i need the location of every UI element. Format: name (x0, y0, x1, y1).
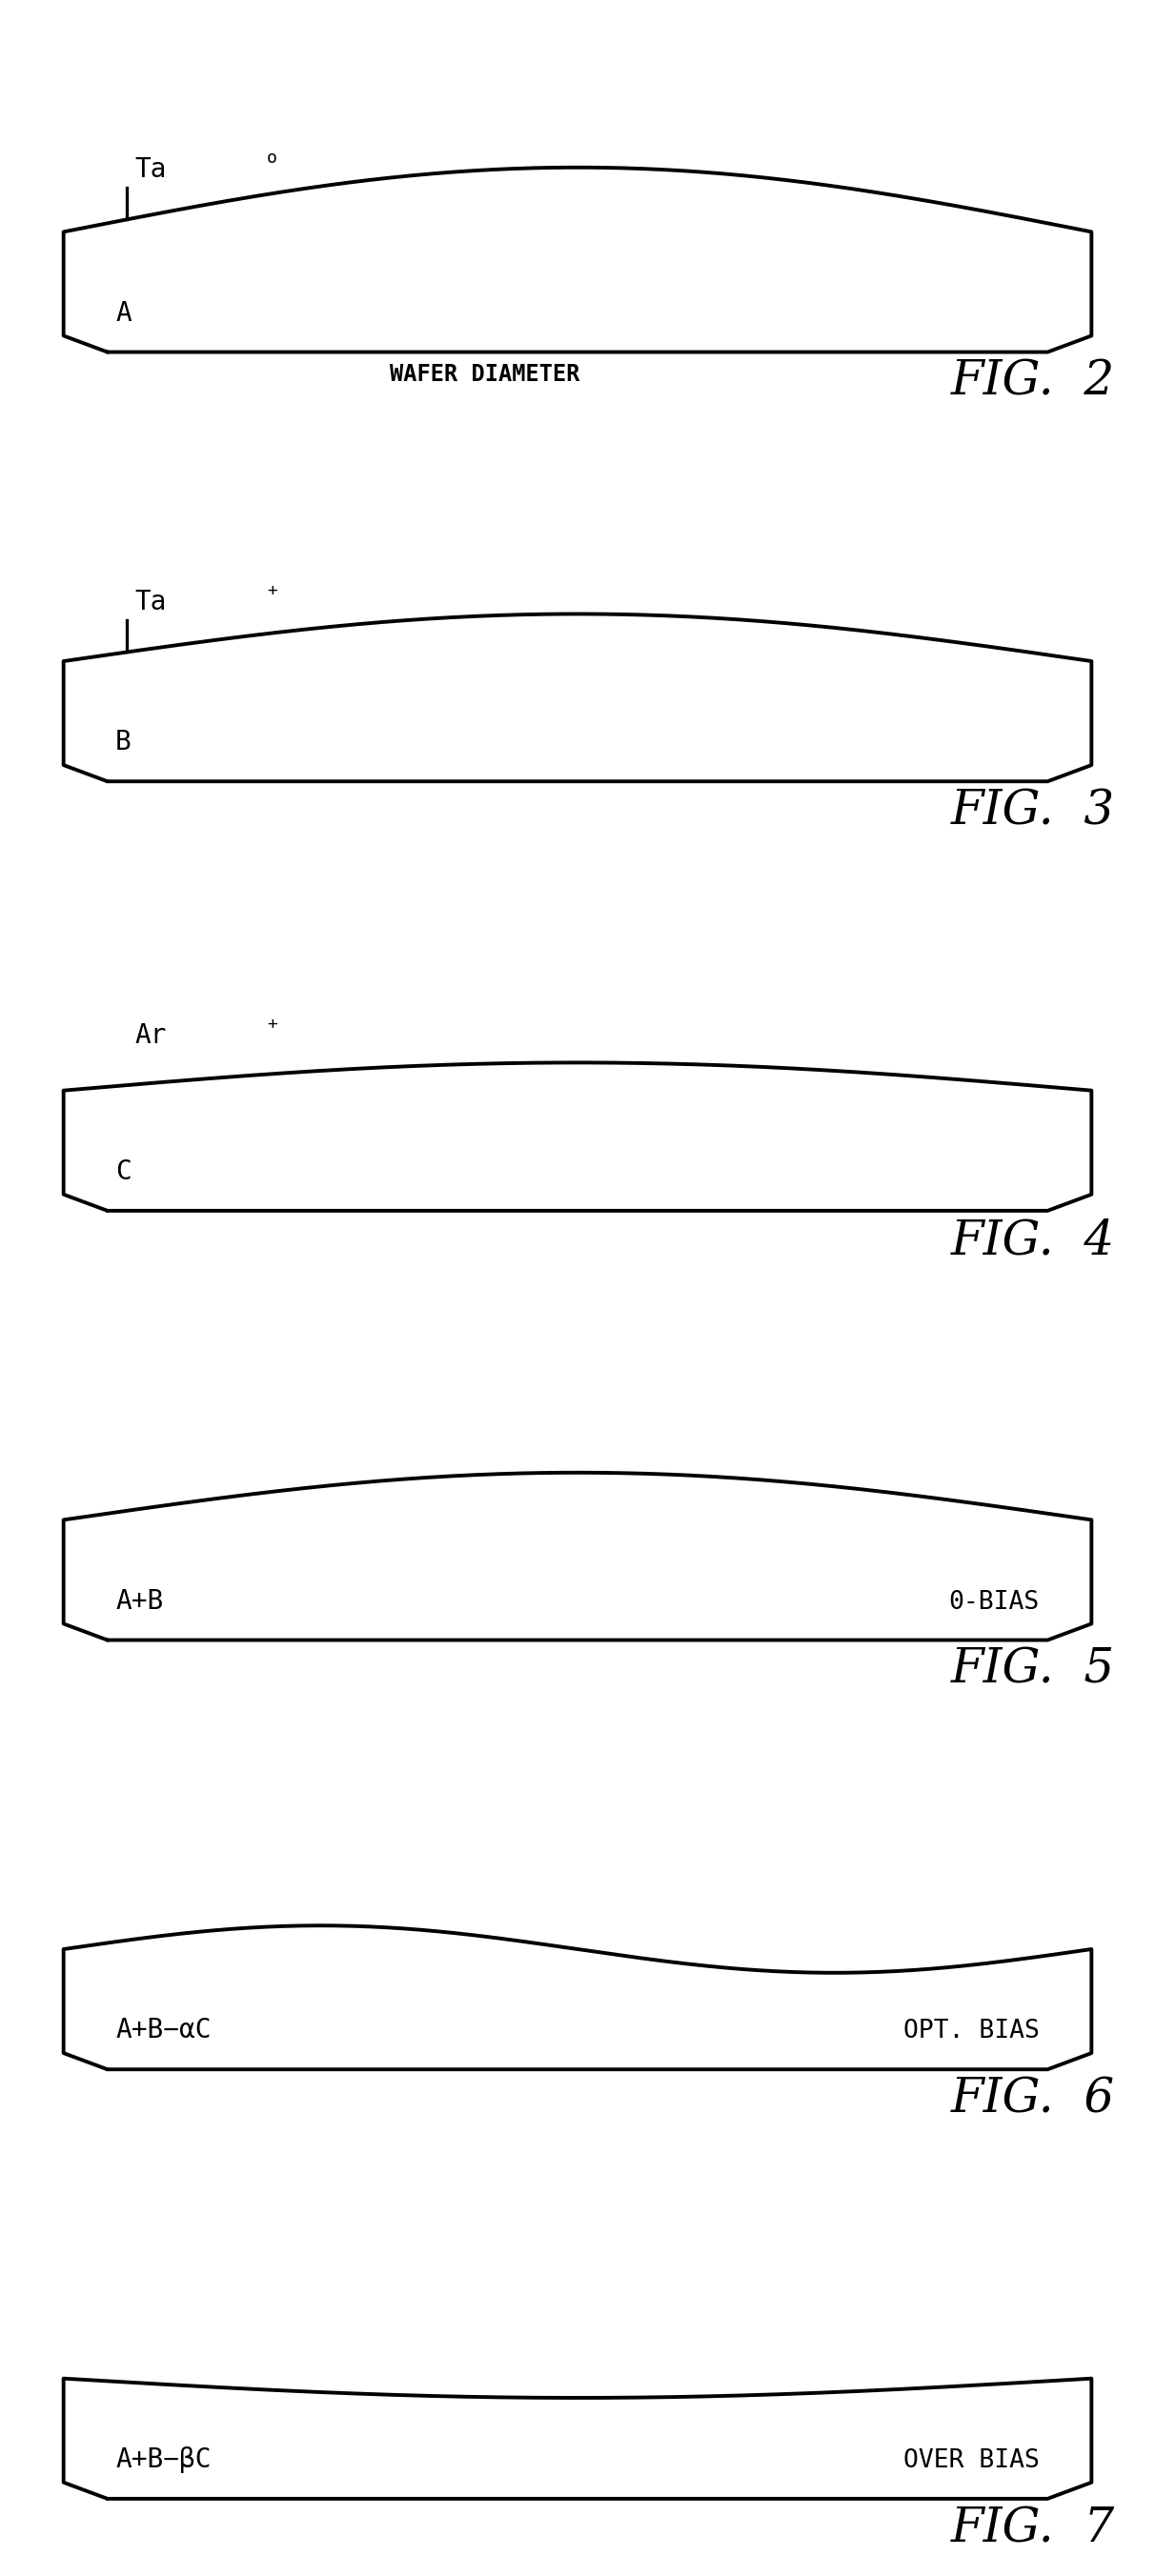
Text: +: + (267, 1015, 277, 1033)
Text: Ta: Ta (135, 590, 167, 616)
Text: FIG.  5: FIG. 5 (951, 1646, 1115, 1692)
Text: A+B−βC: A+B−βC (116, 2447, 211, 2473)
Text: FIG.  3: FIG. 3 (951, 788, 1115, 835)
Text: A: A (116, 299, 132, 327)
Text: C: C (116, 1159, 132, 1185)
Text: 0-BIAS: 0-BIAS (948, 1589, 1040, 1615)
Text: FIG.  4: FIG. 4 (951, 1218, 1115, 1265)
Text: A+B−αC: A+B−αC (116, 2017, 211, 2043)
Text: WAFER DIAMETER: WAFER DIAMETER (390, 363, 580, 386)
Text: A+B: A+B (116, 1587, 163, 1615)
Text: o: o (267, 149, 277, 167)
Text: +: + (267, 582, 277, 600)
Text: OVER BIAS: OVER BIAS (903, 2447, 1040, 2473)
Text: FIG.  6: FIG. 6 (951, 2076, 1115, 2123)
Text: OPT. BIAS: OPT. BIAS (903, 2020, 1040, 2043)
Text: FIG.  2: FIG. 2 (951, 358, 1115, 404)
Text: Ta: Ta (135, 157, 167, 183)
Text: Ar: Ar (135, 1023, 167, 1048)
Text: FIG.  7: FIG. 7 (951, 2504, 1115, 2553)
Text: B: B (116, 729, 132, 755)
